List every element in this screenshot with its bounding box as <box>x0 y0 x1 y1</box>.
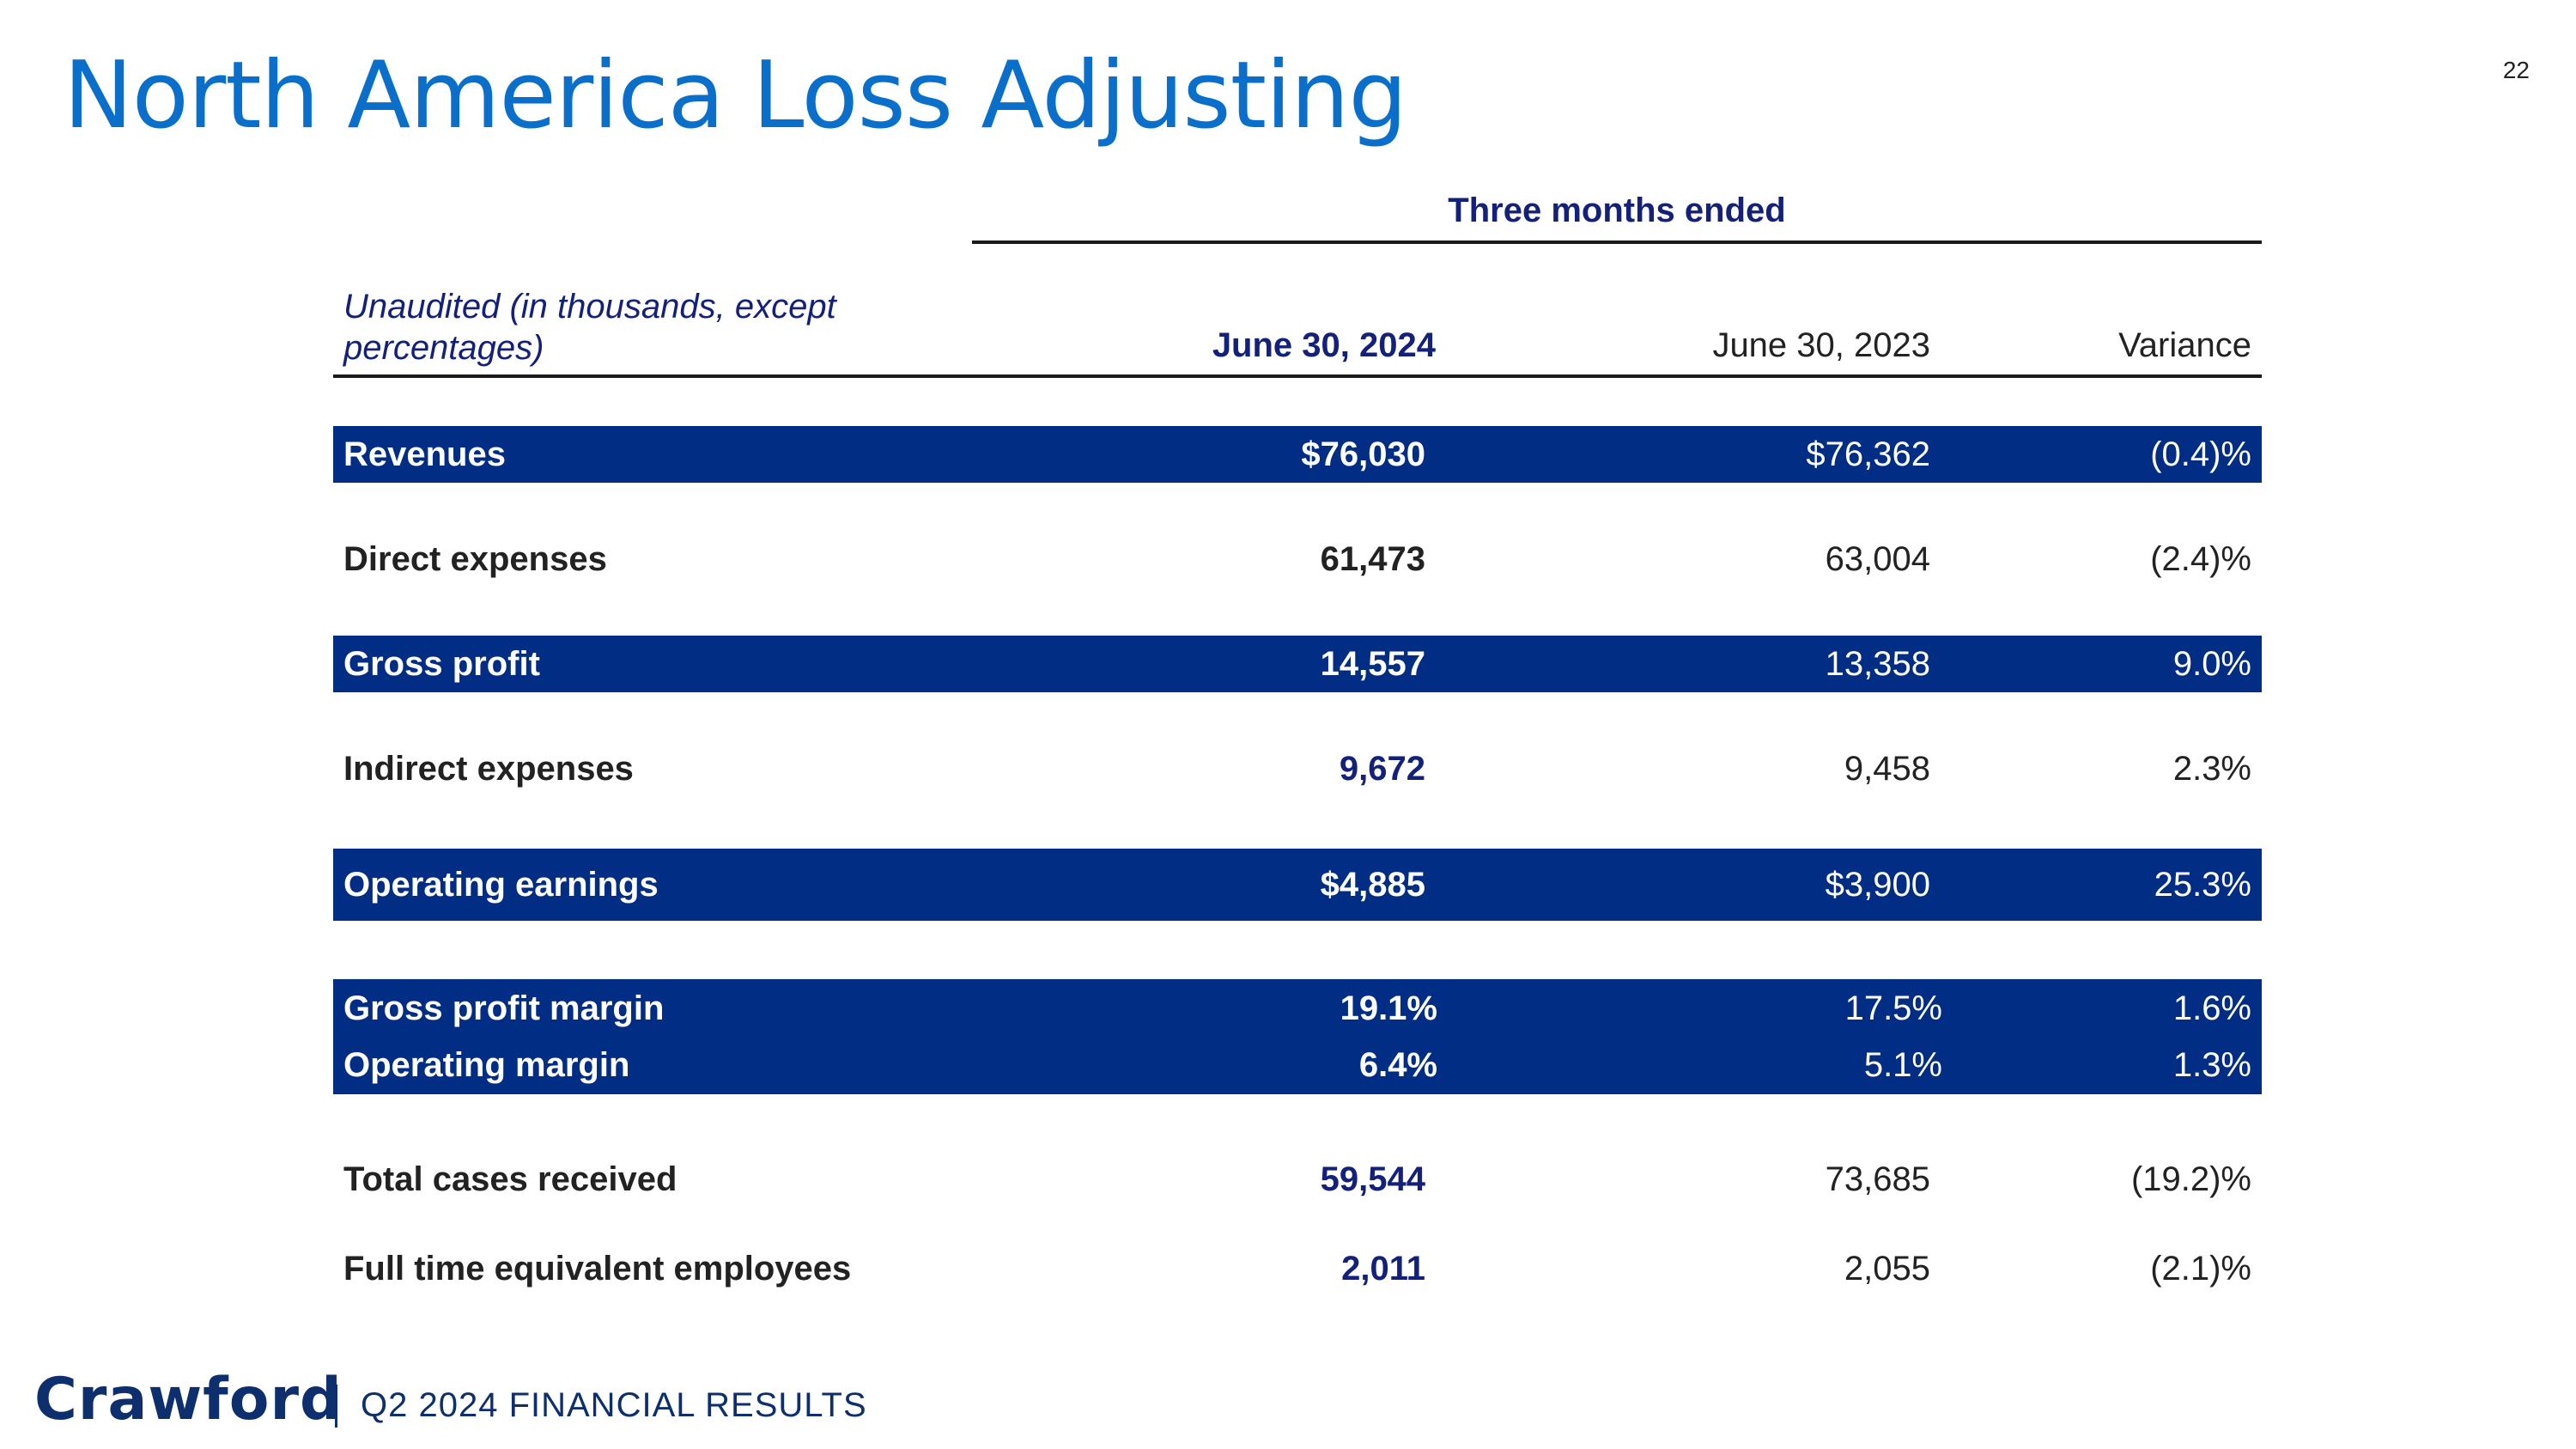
value-variance: 25.3% <box>2154 866 2251 904</box>
table-row-gross-profit: Gross profit 14,557 13,358 9.0% <box>333 636 2262 692</box>
value-2023: $76,362 <box>1806 435 1930 473</box>
table-row-operating-earnings: Operating earnings $4,885 $3,900 25.3% <box>333 849 2262 921</box>
value-2024: $76,030 <box>1301 435 1425 473</box>
row-label: Operating earnings <box>343 866 659 904</box>
table-row-operating-margin: Operating margin 6.4% 5.1% 1.3% <box>333 1038 2262 1094</box>
value-variance: 1.6% <box>2172 989 2251 1027</box>
value-variance: 1.3% <box>2172 1046 2251 1084</box>
header-rule <box>333 374 2262 378</box>
table-row-gross-profit-margin: Gross profit margin 19.1% 17.5% 1.6% <box>333 979 2262 1038</box>
footer-text: Q2 2024 FINANCIAL RESULTS <box>361 1386 867 1424</box>
table-row-total-cases: Total cases received 59,544 73,685 (19.2… <box>333 1151 2262 1208</box>
period-header: Three months ended <box>1448 192 1786 229</box>
column-header-2023: June 30, 2023 <box>1712 326 1930 364</box>
period-rule <box>972 240 2262 244</box>
crawford-logo: Crawford <box>34 1366 343 1434</box>
value-variance: 2.3% <box>2172 750 2251 788</box>
value-variance: (19.2)% <box>2130 1160 2251 1198</box>
value-2023: 73,685 <box>1825 1160 1930 1198</box>
value-2023: 9,458 <box>1844 750 1930 788</box>
column-header-variance: Variance <box>2118 326 2251 364</box>
page-title: North America Loss Adjusting <box>64 42 1407 149</box>
value-2024: 6.4% <box>1358 1046 1437 1084</box>
row-label: Revenues <box>343 435 506 473</box>
value-2024: 2,011 <box>1341 1250 1425 1288</box>
column-header-2024: June 30, 2024 <box>1212 326 1436 364</box>
page-number: 22 <box>2502 57 2530 83</box>
value-variance: (2.4)% <box>2150 540 2251 578</box>
row-label: Full time equivalent employees <box>343 1250 852 1288</box>
value-variance: (0.4)% <box>2150 435 2251 473</box>
row-label: Operating margin <box>343 1046 630 1084</box>
footer-divider <box>335 1385 337 1428</box>
value-2023: $3,900 <box>1825 866 1930 904</box>
row-label: Gross profit margin <box>343 989 665 1027</box>
value-2023: 5.1% <box>1863 1046 1942 1084</box>
value-2023: 63,004 <box>1825 540 1930 578</box>
value-2024: 9,672 <box>1339 750 1425 788</box>
row-label: Indirect expenses <box>343 750 634 788</box>
value-variance: 9.0% <box>2172 645 2251 683</box>
table-row-revenues: Revenues $76,030 $76,362 (0.4)% <box>333 426 2262 483</box>
row-label: Direct expenses <box>343 540 607 578</box>
units-label: Unaudited (in thousands, except percenta… <box>343 288 836 367</box>
value-2023: 17.5% <box>1844 989 1942 1027</box>
value-variance: (2.1)% <box>2150 1250 2251 1288</box>
value-2024: 61,473 <box>1320 540 1425 578</box>
value-2023: 13,358 <box>1825 645 1930 683</box>
value-2024: $4,885 <box>1320 866 1425 904</box>
value-2024: 14,557 <box>1320 645 1425 683</box>
table-row-indirect-expenses: Indirect expenses 9,672 9,458 2.3% <box>333 740 2262 797</box>
row-label: Gross profit <box>343 645 540 683</box>
value-2024: 19.1% <box>1340 989 1437 1027</box>
value-2024: 59,544 <box>1320 1160 1425 1198</box>
table-row-fte: Full time equivalent employees 2,011 2,0… <box>333 1240 2262 1297</box>
value-2023: 2,055 <box>1844 1250 1930 1288</box>
table-row-direct-expenses: Direct expenses 61,473 63,004 (2.4)% <box>333 531 2262 588</box>
row-label: Total cases received <box>343 1160 677 1198</box>
